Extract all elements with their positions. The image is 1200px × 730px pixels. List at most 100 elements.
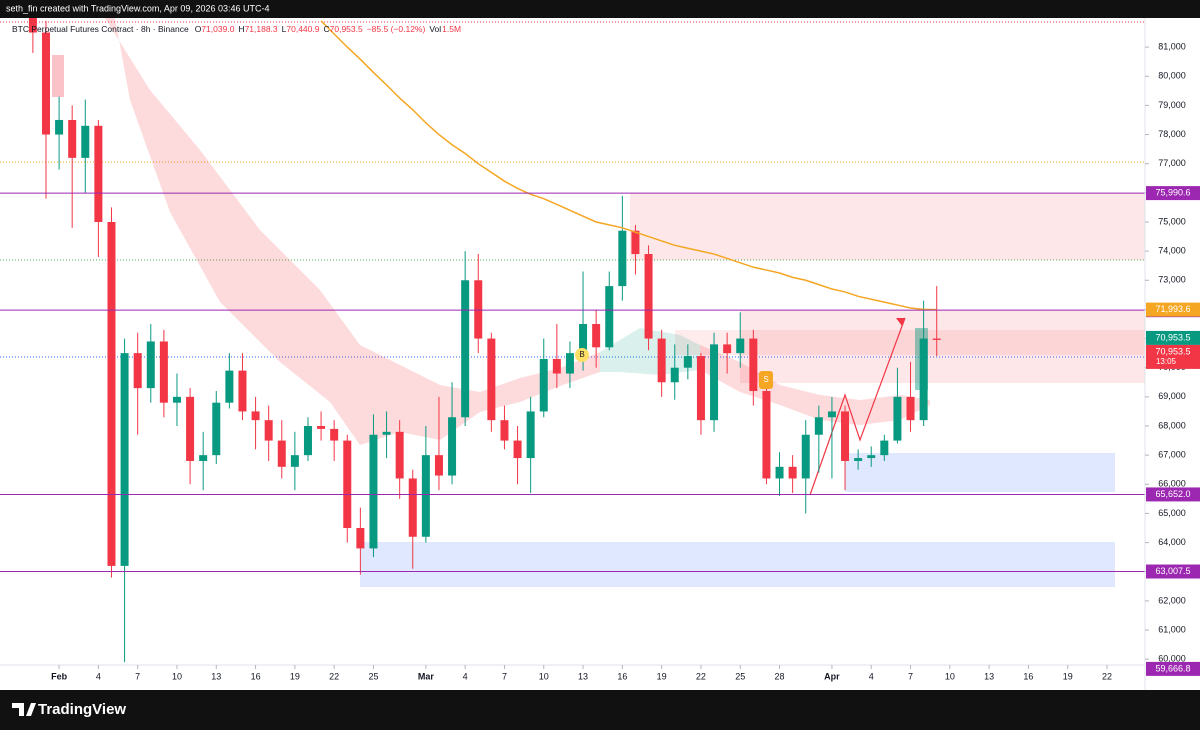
- candle-body: [841, 411, 850, 461]
- candle-body: [172, 396, 181, 403]
- candle-body: [723, 344, 732, 354]
- price-tag-label: 70,953.5: [1155, 346, 1190, 356]
- x-tick-label: 13: [984, 671, 994, 681]
- price-tag: [1146, 564, 1200, 579]
- candle-body: [827, 411, 836, 418]
- supply-zone: [675, 330, 1145, 355]
- vol-label: Vol: [429, 24, 441, 34]
- x-tick-label: 25: [735, 671, 745, 681]
- sell-signal: S: [763, 375, 768, 384]
- candle-body: [55, 119, 64, 135]
- candle-body: [251, 411, 260, 421]
- buy-badge: [575, 348, 589, 362]
- x-tick-label: 10: [539, 671, 549, 681]
- candle-body: [880, 440, 889, 456]
- y-tick-label: 73,000: [1158, 275, 1186, 285]
- price-tag-label: 71,993.6: [1155, 304, 1190, 314]
- candle-body: [762, 391, 771, 479]
- candle-body: [356, 528, 365, 549]
- price-tag: [1146, 487, 1200, 502]
- top-bar: [0, 0, 1200, 18]
- y-tick-label: 78,000: [1158, 129, 1186, 139]
- x-tick-label: 10: [945, 671, 955, 681]
- candle-body: [395, 431, 404, 479]
- price-tag-label: 65,652.0: [1155, 489, 1190, 499]
- x-tick-label: Apr: [824, 671, 840, 681]
- y-tick-label: 61,000: [1158, 624, 1186, 634]
- candle-body: [513, 440, 522, 459]
- candle-body: [814, 417, 823, 435]
- candle-body: [68, 119, 77, 158]
- change: −85.5 (−0.12%): [367, 24, 426, 34]
- symbol: BTC Perpetual Futures Contract · 8h · Bi…: [12, 24, 189, 34]
- candle-body: [526, 411, 535, 459]
- buy-signal: B: [579, 350, 584, 359]
- y-tick-label: 77,000: [1158, 158, 1186, 168]
- ohlc-value: 70,440.9: [286, 24, 319, 34]
- moving-average: [320, 20, 937, 311]
- x-tick-label: 22: [696, 671, 706, 681]
- candle-body: [28, 18, 37, 33]
- x-tick-label: 13: [578, 671, 588, 681]
- candle-body: [330, 428, 339, 441]
- x-tick-label: 4: [463, 671, 468, 681]
- x-tick-label: 22: [329, 671, 339, 681]
- candle-body: [854, 458, 863, 461]
- candle-body: [631, 230, 640, 255]
- candle-body: [41, 32, 50, 135]
- candle-body: [107, 221, 116, 566]
- x-tick-label: 16: [251, 671, 261, 681]
- y-tick-label: 64,000: [1158, 537, 1186, 547]
- candle-body: [500, 420, 509, 441]
- x-tick-label: 28: [775, 671, 785, 681]
- candle-body: [867, 455, 876, 459]
- price-tag-label: 70,953.5: [1155, 332, 1190, 342]
- price-tag: [1146, 661, 1200, 676]
- candle-body: [461, 280, 470, 418]
- candle-body: [683, 356, 692, 368]
- candle-body: [644, 254, 653, 339]
- candle-body: [225, 370, 234, 403]
- candle-body: [159, 341, 168, 403]
- candle-body: [919, 338, 928, 421]
- y-tick-label: 68,000: [1158, 420, 1186, 430]
- candle-body: [290, 455, 299, 467]
- x-tick-label: 4: [96, 671, 101, 681]
- candle-body: [801, 434, 810, 479]
- candle-body: [317, 426, 326, 429]
- candle-body: [212, 402, 221, 456]
- candle-body: [186, 396, 195, 461]
- ohlc-label: L: [282, 24, 287, 34]
- candle-body: [434, 455, 443, 476]
- x-tick-label: 7: [908, 671, 913, 681]
- ohlc-value: 70,953.5: [330, 24, 363, 34]
- y-tick-label: 69,000: [1158, 391, 1186, 401]
- x-tick-label: 13: [211, 671, 221, 681]
- arrow-head: [896, 318, 905, 326]
- candle-body: [133, 353, 142, 389]
- candle-body: [539, 358, 548, 412]
- x-tick-label: Mar: [418, 671, 435, 681]
- x-tick-label: 7: [502, 671, 507, 681]
- sell-badge: [759, 371, 773, 389]
- candle-body: [474, 280, 483, 339]
- candle-body: [552, 358, 561, 374]
- countdown: 13:05: [1156, 357, 1177, 366]
- candle-body: [893, 396, 902, 441]
- candle-body: [303, 426, 312, 456]
- candle-body: [749, 338, 758, 392]
- x-tick-label: 19: [290, 671, 300, 681]
- candle-body: [618, 230, 627, 287]
- price-tag-label: 59,666.8: [1155, 663, 1190, 673]
- candle-body: [565, 353, 574, 374]
- candle-body: [369, 434, 378, 549]
- ohlc-value: 71,039.0: [201, 24, 234, 34]
- supply-zone: [630, 193, 1145, 260]
- y-tick-label: 75,000: [1158, 216, 1186, 226]
- candle-body: [264, 420, 273, 441]
- candle-body: [736, 338, 745, 354]
- price-tag: [1146, 302, 1200, 317]
- price-tag: [1146, 344, 1200, 369]
